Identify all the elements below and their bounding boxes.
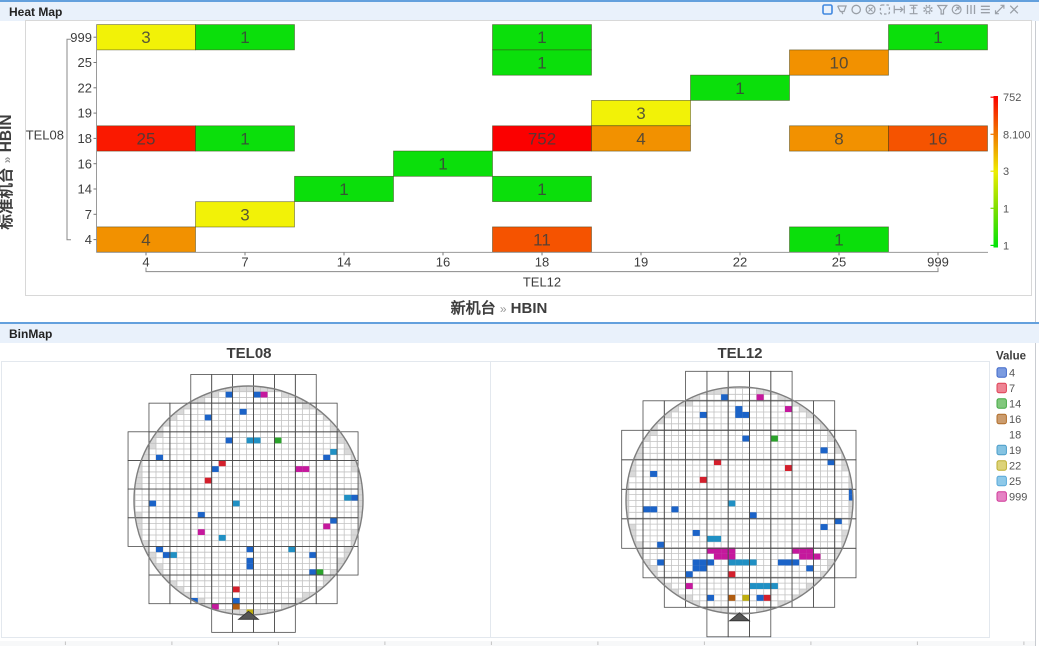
svg-text:14: 14 [337,255,351,270]
svg-text:22: 22 [1009,460,1021,472]
svg-text:4: 4 [141,231,150,250]
svg-text:11: 11 [533,231,551,250]
svg-text:1: 1 [339,180,348,199]
svg-text:4: 4 [85,232,92,247]
svg-text:18: 18 [1009,429,1021,441]
svg-text:999: 999 [927,255,949,270]
svg-text:TEL12: TEL12 [523,275,561,290]
svg-text:1: 1 [537,28,546,47]
svg-text:19: 19 [78,106,92,121]
svg-text:10: 10 [830,54,849,73]
svg-text:8.100: 8.100 [1003,129,1031,141]
svg-text:TEL08: TEL08 [226,345,271,362]
svg-text:4: 4 [636,129,645,148]
svg-text:16: 16 [436,255,450,270]
svg-text:TEL08: TEL08 [26,128,64,143]
svg-text:25: 25 [1009,476,1021,488]
svg-text:14: 14 [78,182,92,197]
svg-text:3: 3 [636,104,645,123]
svg-text:1: 1 [1003,203,1009,215]
svg-text:4: 4 [142,255,149,270]
svg-text:752: 752 [528,129,556,148]
svg-text:1: 1 [240,129,249,148]
svg-text:16: 16 [78,156,92,171]
svg-text:1: 1 [438,155,447,174]
svg-text:1: 1 [834,231,843,250]
svg-text:999: 999 [1009,491,1027,503]
svg-text:7: 7 [85,207,92,222]
svg-text:25: 25 [78,55,92,70]
svg-text:1: 1 [537,180,546,199]
svg-text:3: 3 [240,205,249,224]
svg-text:16: 16 [1009,414,1021,426]
svg-text:3: 3 [141,28,150,47]
svg-text:1: 1 [933,28,942,47]
svg-text:标准机台 » HBIN: 标准机台 » HBIN [0,114,15,230]
svg-text:新机台 » HBIN: 新机台 » HBIN [451,299,548,317]
svg-text:25: 25 [137,129,156,148]
svg-text:18: 18 [78,131,92,146]
svg-text:1: 1 [537,54,546,73]
svg-text:TEL12: TEL12 [717,345,762,362]
svg-text:1: 1 [240,28,249,47]
svg-text:752: 752 [1003,92,1021,104]
svg-text:22: 22 [78,80,92,95]
svg-text:22: 22 [733,255,747,270]
svg-text:1: 1 [1003,240,1009,252]
svg-text:25: 25 [832,255,846,270]
svg-text:7: 7 [241,255,248,270]
svg-text:8: 8 [834,129,843,148]
svg-text:19: 19 [634,255,648,270]
svg-text:4: 4 [1009,367,1015,379]
svg-text:999: 999 [70,30,92,45]
svg-text:14: 14 [1009,398,1021,410]
svg-text:1: 1 [735,79,744,98]
svg-text:18: 18 [535,255,549,270]
svg-text:Value: Value [996,351,1026,363]
svg-text:7: 7 [1009,383,1015,395]
svg-text:16: 16 [929,129,948,148]
svg-text:3: 3 [1003,166,1009,178]
svg-text:19: 19 [1009,445,1021,457]
